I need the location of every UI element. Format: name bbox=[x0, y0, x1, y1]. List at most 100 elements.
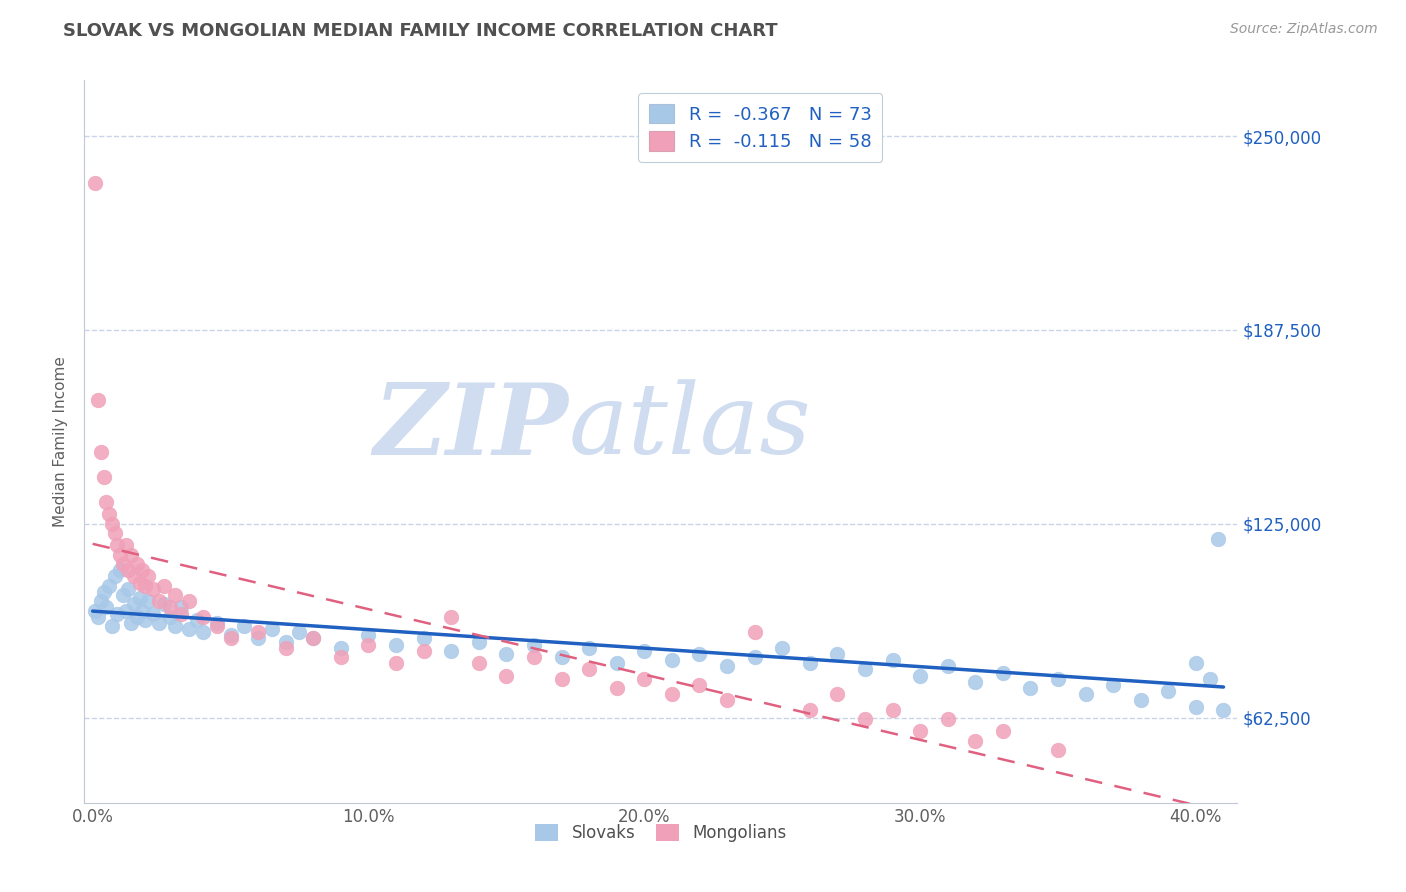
Text: ZIP: ZIP bbox=[374, 379, 568, 475]
Y-axis label: Median Family Income: Median Family Income bbox=[53, 356, 69, 527]
Point bbox=[329, 640, 352, 655]
Point bbox=[495, 647, 517, 661]
Point bbox=[96, 495, 118, 509]
Point bbox=[87, 392, 110, 407]
Point bbox=[142, 582, 165, 596]
Point bbox=[1046, 743, 1069, 757]
Point bbox=[661, 687, 683, 701]
Point bbox=[744, 650, 766, 665]
Point bbox=[716, 693, 738, 707]
Point bbox=[125, 557, 148, 571]
Point bbox=[936, 659, 959, 673]
Point bbox=[179, 594, 201, 608]
Point bbox=[1212, 703, 1234, 717]
Point bbox=[468, 657, 491, 671]
Point bbox=[170, 600, 193, 615]
Point bbox=[578, 640, 600, 655]
Point bbox=[110, 548, 132, 562]
Point bbox=[799, 657, 821, 671]
Point bbox=[1102, 678, 1125, 692]
Point bbox=[165, 588, 187, 602]
Point bbox=[744, 625, 766, 640]
Legend: Slovaks, Mongolians: Slovaks, Mongolians bbox=[529, 817, 793, 848]
Point bbox=[128, 591, 150, 606]
Point bbox=[98, 579, 121, 593]
Text: Source: ZipAtlas.com: Source: ZipAtlas.com bbox=[1230, 22, 1378, 37]
Point bbox=[104, 526, 127, 541]
Point bbox=[122, 598, 145, 612]
Point bbox=[1185, 699, 1208, 714]
Point bbox=[247, 625, 270, 640]
Point bbox=[965, 674, 987, 689]
Point bbox=[98, 508, 121, 522]
Point bbox=[131, 563, 153, 577]
Point bbox=[159, 609, 181, 624]
Point bbox=[153, 598, 176, 612]
Point bbox=[827, 647, 849, 661]
Point bbox=[440, 644, 463, 658]
Point bbox=[148, 615, 170, 630]
Point bbox=[385, 638, 408, 652]
Point bbox=[606, 657, 628, 671]
Point bbox=[908, 668, 931, 682]
Point bbox=[111, 557, 134, 571]
Text: atlas: atlas bbox=[568, 379, 811, 475]
Point bbox=[329, 650, 352, 665]
Point bbox=[908, 724, 931, 739]
Point bbox=[134, 613, 156, 627]
Point bbox=[440, 609, 463, 624]
Point bbox=[205, 615, 228, 630]
Point bbox=[523, 638, 546, 652]
Point bbox=[90, 594, 112, 608]
Text: SLOVAK VS MONGOLIAN MEDIAN FAMILY INCOME CORRELATION CHART: SLOVAK VS MONGOLIAN MEDIAN FAMILY INCOME… bbox=[63, 22, 778, 40]
Point bbox=[882, 653, 904, 667]
Point bbox=[134, 579, 156, 593]
Point bbox=[827, 687, 849, 701]
Point bbox=[688, 678, 710, 692]
Point bbox=[120, 615, 142, 630]
Point bbox=[965, 733, 987, 747]
Point bbox=[633, 672, 655, 686]
Point bbox=[1019, 681, 1042, 695]
Point bbox=[165, 619, 187, 633]
Point bbox=[205, 619, 228, 633]
Point bbox=[219, 632, 242, 646]
Point bbox=[468, 634, 491, 648]
Point bbox=[233, 619, 256, 633]
Point bbox=[148, 594, 170, 608]
Point bbox=[412, 632, 434, 646]
Point bbox=[936, 712, 959, 726]
Point bbox=[799, 703, 821, 717]
Point bbox=[96, 600, 118, 615]
Point bbox=[661, 653, 683, 667]
Point bbox=[131, 603, 153, 617]
Point bbox=[991, 724, 1014, 739]
Point bbox=[219, 628, 242, 642]
Point bbox=[1074, 687, 1097, 701]
Point bbox=[523, 650, 546, 665]
Point bbox=[186, 613, 208, 627]
Point bbox=[495, 668, 517, 682]
Point bbox=[1157, 684, 1180, 698]
Point bbox=[136, 594, 159, 608]
Point bbox=[136, 569, 159, 583]
Point bbox=[191, 609, 214, 624]
Point bbox=[412, 644, 434, 658]
Point bbox=[125, 609, 148, 624]
Point bbox=[191, 625, 214, 640]
Point bbox=[606, 681, 628, 695]
Point bbox=[114, 603, 136, 617]
Point bbox=[1198, 672, 1220, 686]
Point bbox=[117, 582, 139, 596]
Point bbox=[84, 176, 107, 190]
Point bbox=[578, 663, 600, 677]
Point bbox=[159, 600, 181, 615]
Point bbox=[120, 548, 142, 562]
Point bbox=[110, 563, 132, 577]
Point bbox=[550, 650, 572, 665]
Point bbox=[93, 585, 115, 599]
Point bbox=[247, 632, 270, 646]
Point bbox=[274, 640, 297, 655]
Point bbox=[170, 607, 193, 621]
Point bbox=[1206, 533, 1229, 547]
